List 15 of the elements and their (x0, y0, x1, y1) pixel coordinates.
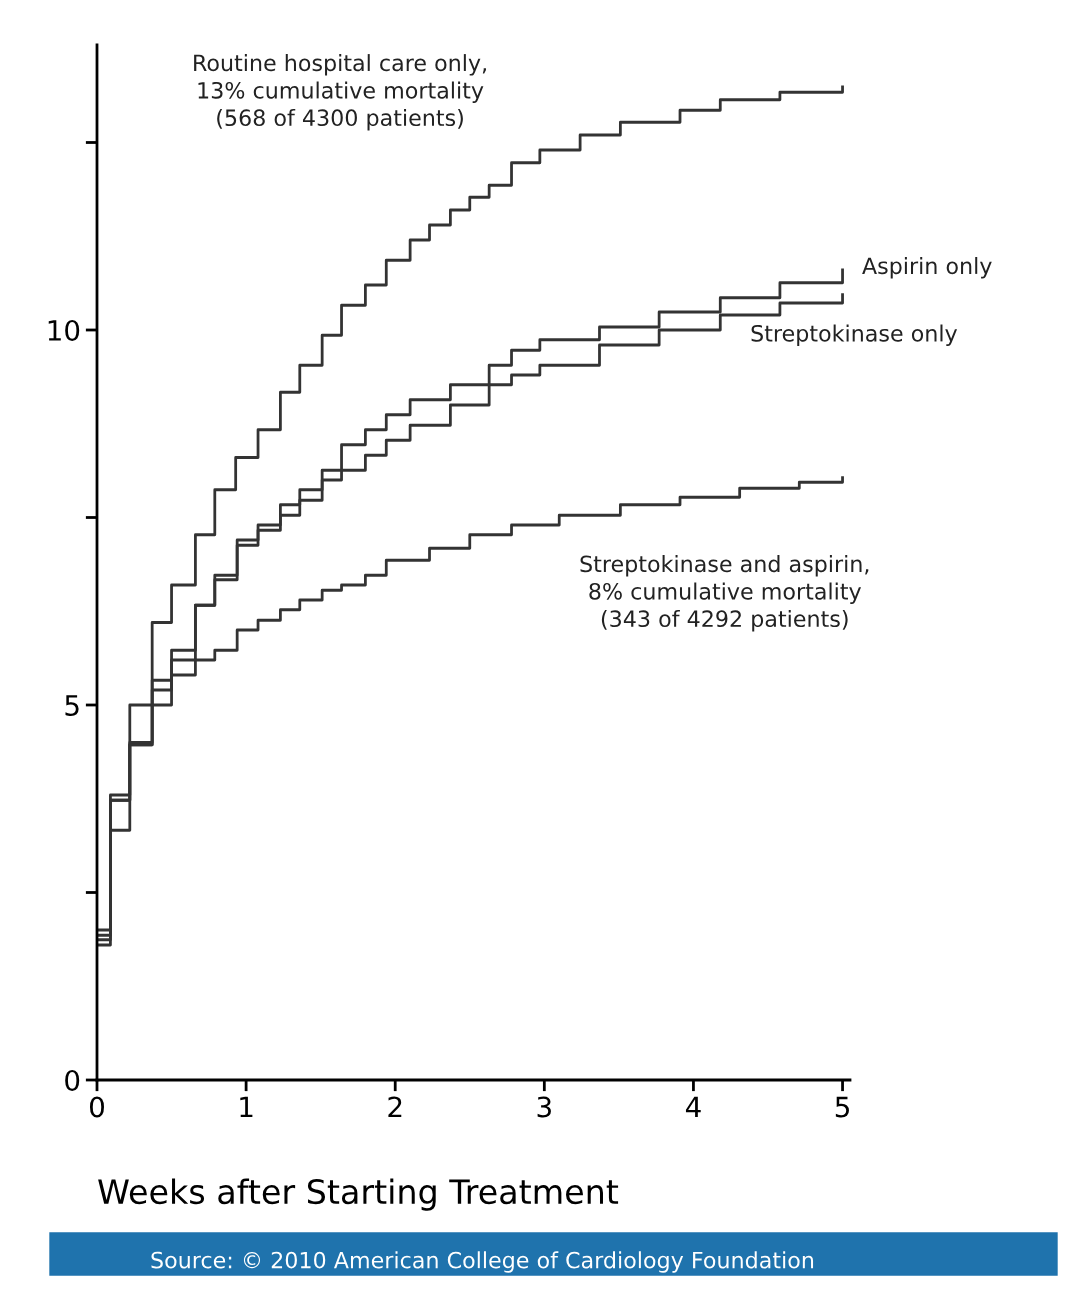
y-tick-label: 10 (48, 319, 80, 341)
x-axis-title: Weeks after Starting Treatment (98, 1178, 619, 1211)
source-note: Source: © 2010 American College of Cardiology Foundation (151, 1251, 814, 1273)
series-label: Streptokinase only (751, 324, 958, 346)
x-tick-label: 4 (685, 1096, 701, 1118)
series-label: Streptokinase and aspirin, 8% cumulative mortality (343 of 4292 patients) (580, 555, 869, 632)
x-tick-label: 2 (388, 1096, 402, 1118)
y-tick-label: 0 (65, 1069, 80, 1091)
x-tick-label: 5 (835, 1096, 849, 1118)
x-tick-label: 1 (240, 1096, 253, 1118)
x-tick-label: 0 (89, 1096, 104, 1118)
series-label: Aspirin only (862, 257, 992, 279)
x-tick-label: 3 (537, 1096, 551, 1118)
series-label: Routine hospital care only, 13% cumulative mortality (568 of 4300 patients) (194, 54, 486, 131)
y-tick-label: 5 (65, 695, 79, 716)
